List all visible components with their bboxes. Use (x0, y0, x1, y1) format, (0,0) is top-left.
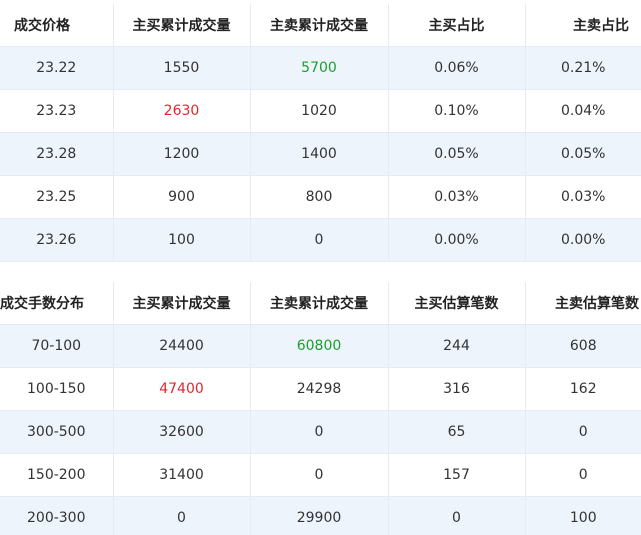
cell-sell-count: 100 (525, 496, 641, 535)
cell-sell-volume: 60800 (250, 324, 389, 368)
cell-sell-count: 162 (525, 367, 641, 411)
price-distribution-table: 成交价格 主买累计成交量 主卖累计成交量 主买占比 主卖占比 23.22 155… (0, 4, 641, 262)
cell-buy-volume: 2630 (113, 89, 251, 133)
header-buy-ratio[interactable]: 主买占比 (388, 4, 526, 47)
table-row: 23.26 100 0 0.00% 0.00% (0, 218, 641, 262)
table-row: 200-300 0 29900 0 100 (0, 496, 641, 535)
cell-buy-volume: 47400 (113, 367, 251, 411)
cell-sell-volume: 0 (250, 453, 389, 497)
cell-lot-range: 150-200 (0, 453, 114, 497)
cell-sell-volume: 800 (250, 175, 389, 219)
cell-price: 23.25 (0, 175, 114, 219)
cell-sell-count: 0 (525, 410, 641, 454)
cell-sell-volume: 24298 (250, 367, 389, 411)
cell-sell-ratio: 0.21% (525, 46, 641, 90)
cell-buy-volume: 900 (113, 175, 251, 219)
cell-buy-volume: 32600 (113, 410, 251, 454)
cell-sell-count: 0 (525, 453, 641, 497)
header-sell-count[interactable]: 主卖估算笔数 (525, 282, 641, 325)
table-header-row: 成交价格 主买累计成交量 主卖累计成交量 主买占比 主卖占比 (0, 4, 641, 47)
cell-buy-ratio: 0.06% (388, 46, 526, 90)
cell-buy-volume: 31400 (113, 453, 251, 497)
cell-price: 23.28 (0, 132, 114, 176)
cell-sell-ratio: 0.00% (525, 218, 641, 262)
cell-buy-count: 65 (388, 410, 526, 454)
cell-sell-volume: 0 (250, 410, 389, 454)
cell-sell-volume: 0 (250, 218, 389, 262)
table-row: 23.23 2630 1020 0.10% 0.04% (0, 89, 641, 133)
cell-buy-count: 244 (388, 324, 526, 368)
cell-lot-range: 200-300 (0, 496, 114, 535)
header-sell-volume[interactable]: 主卖累计成交量 (250, 4, 389, 47)
cell-sell-ratio: 0.05% (525, 132, 641, 176)
header-buy-volume[interactable]: 主买累计成交量 (113, 282, 251, 325)
cell-buy-volume: 24400 (113, 324, 251, 368)
table-header-row: 成交手数分布 主买累计成交量 主卖累计成交量 主买估算笔数 主卖估算笔数 (0, 282, 641, 325)
table-row: 300-500 32600 0 65 0 (0, 410, 641, 454)
header-price[interactable]: 成交价格 (0, 4, 114, 47)
table-row: 100-150 47400 24298 316 162 (0, 367, 641, 411)
cell-buy-ratio: 0.00% (388, 218, 526, 262)
cell-buy-ratio: 0.05% (388, 132, 526, 176)
cell-buy-ratio: 0.03% (388, 175, 526, 219)
cell-buy-volume: 1200 (113, 132, 251, 176)
table-row: 70-100 24400 60800 244 608 (0, 324, 641, 368)
cell-buy-ratio: 0.10% (388, 89, 526, 133)
cell-lot-range: 300-500 (0, 410, 114, 454)
cell-lot-range: 70-100 (0, 324, 114, 368)
cell-price: 23.26 (0, 218, 114, 262)
cell-buy-volume: 1550 (113, 46, 251, 90)
cell-sell-volume: 5700 (250, 46, 389, 90)
cell-price: 23.22 (0, 46, 114, 90)
cell-buy-count: 316 (388, 367, 526, 411)
cell-sell-ratio: 0.04% (525, 89, 641, 133)
cell-sell-ratio: 0.03% (525, 175, 641, 219)
cell-sell-volume: 29900 (250, 496, 389, 535)
cell-lot-range: 100-150 (0, 367, 114, 411)
cell-buy-count: 0 (388, 496, 526, 535)
header-buy-count[interactable]: 主买估算笔数 (388, 282, 526, 325)
header-lot-size[interactable]: 成交手数分布 (0, 282, 114, 325)
cell-buy-volume: 100 (113, 218, 251, 262)
header-sell-ratio[interactable]: 主卖占比 (525, 4, 641, 47)
table-row: 150-200 31400 0 157 0 (0, 453, 641, 497)
table-row: 23.28 1200 1400 0.05% 0.05% (0, 132, 641, 176)
lot-size-distribution-table: 成交手数分布 主买累计成交量 主卖累计成交量 主买估算笔数 主卖估算笔数 70-… (0, 282, 641, 535)
header-sell-volume[interactable]: 主卖累计成交量 (250, 282, 389, 325)
header-buy-volume[interactable]: 主买累计成交量 (113, 4, 251, 47)
cell-buy-count: 157 (388, 453, 526, 497)
table-row: 23.25 900 800 0.03% 0.03% (0, 175, 641, 219)
cell-sell-volume: 1400 (250, 132, 389, 176)
cell-buy-volume: 0 (113, 496, 251, 535)
table-row: 23.22 1550 5700 0.06% 0.21% (0, 46, 641, 90)
cell-price: 23.23 (0, 89, 114, 133)
cell-sell-count: 608 (525, 324, 641, 368)
cell-sell-volume: 1020 (250, 89, 389, 133)
